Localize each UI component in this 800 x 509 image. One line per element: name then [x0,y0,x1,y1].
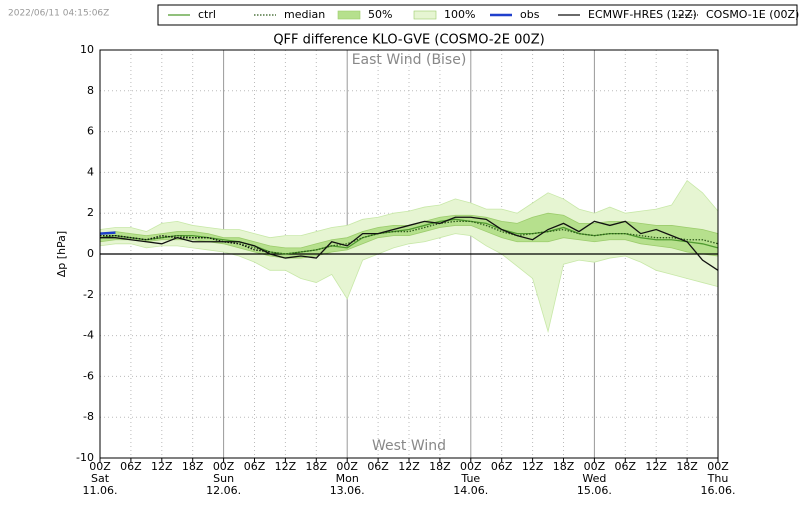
y-tick-label: 6 [87,125,94,138]
chart-title: QFF difference KLO-GVE (COSMO-2E 00Z) [273,33,544,48]
y-tick-label: 0 [87,247,94,260]
y-tick-label: -6 [83,369,94,382]
legend-label: 100% [444,8,475,21]
x-tick-label: 06Z [120,460,142,473]
x-tick-label: 00Z [89,460,111,473]
x-tick-label: 18Z [182,460,204,473]
x-tick-label: 06Z [615,460,637,473]
x-tick-day: Sun [213,472,234,485]
x-tick-label: 06Z [367,460,389,473]
annotation: West Wind [372,438,446,454]
x-tick-day: Thu [707,472,729,485]
legend-swatch [413,10,437,20]
x-tick-label: 06Z [491,460,513,473]
x-tick-label: 12Z [151,460,173,473]
y-tick-label: 10 [80,43,94,56]
legend-label: median [284,8,325,21]
x-tick-day: Tue [460,472,480,485]
legend-label: 50% [368,8,392,21]
x-tick-date: 11.06. [83,484,118,497]
x-tick-day: Wed [582,472,606,485]
series-line [100,216,719,271]
y-axis-label: Δp [hPa] [55,231,68,277]
x-tick-label: 00Z [336,460,358,473]
y-tick-label: 2 [87,206,94,219]
x-tick-date: 14.06. [453,484,488,497]
x-tick-label: 00Z [707,460,729,473]
x-tick-label: 00Z [584,460,606,473]
legend-label: ECMWF-HRES (12Z) [588,8,697,21]
legend-swatch [337,10,361,20]
y-tick-label: -10 [76,451,94,464]
legend-label: COSMO-1E (00Z) [706,8,799,21]
series-line [99,220,719,255]
legend-label: obs [520,8,540,21]
series-line [99,231,116,235]
plot-frame [99,49,719,459]
y-tick-label: -8 [83,410,94,423]
y-tick-label: 8 [87,84,94,97]
x-tick-label: 18Z [553,460,575,473]
x-tick-date: 13.06. [330,484,365,497]
x-tick-label: 00Z [213,460,235,473]
x-tick-day: Sat [91,472,110,485]
x-tick-label: 00Z [460,460,482,473]
legend-label: ctrl [198,8,216,21]
x-tick-label: 12Z [522,460,544,473]
x-tick-label: 18Z [429,460,451,473]
annotation: East Wind (Bise) [352,52,467,68]
y-tick-label: -4 [83,329,94,342]
x-tick-date: 12.06. [206,484,241,497]
legend-box [157,4,798,26]
series-line [100,234,271,253]
x-tick-label: 18Z [306,460,328,473]
x-tick-label: 12Z [275,460,297,473]
y-tick-label: 4 [87,165,94,178]
x-tick-label: 06Z [244,460,266,473]
band [99,179,719,334]
x-tick-day: Mon [336,472,359,485]
x-tick-date: 16.06. [701,484,736,497]
x-tick-label: 12Z [645,460,667,473]
x-tick-label: 12Z [398,460,420,473]
x-tick-label: 18Z [676,460,698,473]
x-tick-date: 15.06. [577,484,612,497]
timestamp: 2022/06/11 04:15:06Z [8,9,109,19]
y-tick-label: -2 [83,288,94,301]
